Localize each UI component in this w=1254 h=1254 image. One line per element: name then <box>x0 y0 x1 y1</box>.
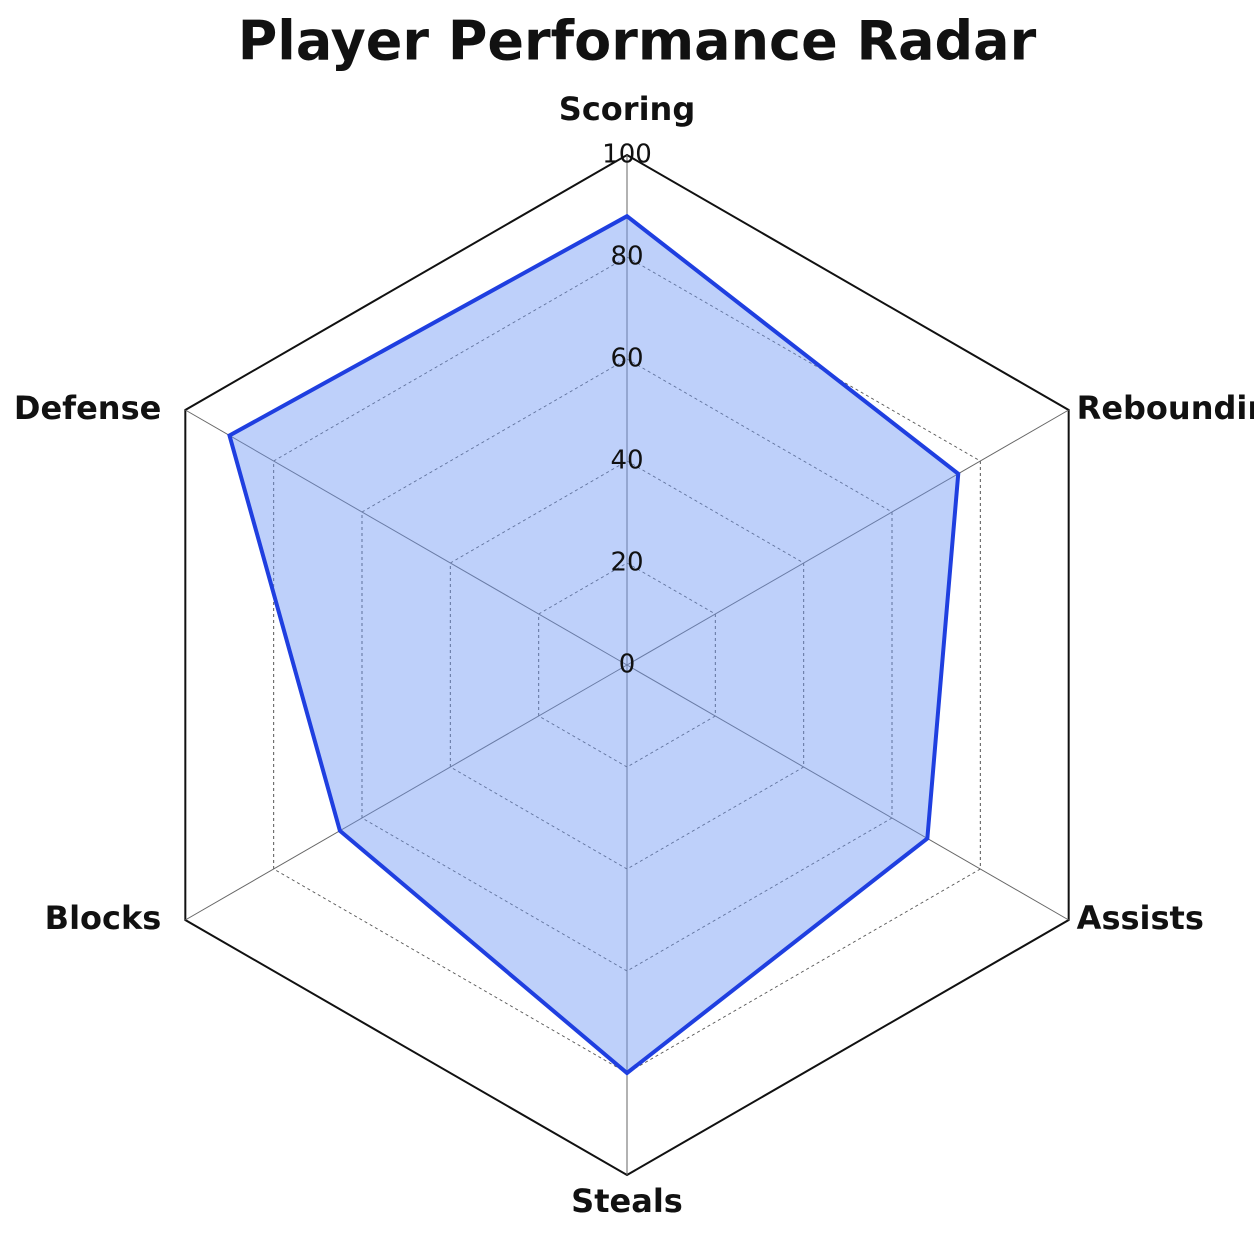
axis-label: Rebounding <box>1077 389 1254 427</box>
radar-area <box>227 213 961 1076</box>
spoke <box>626 664 1069 921</box>
r-tick-label: 0 <box>619 650 636 680</box>
axis-label: Blocks <box>45 899 162 937</box>
axis-label: Steals <box>571 1182 683 1220</box>
r-tick-label: 60 <box>610 344 643 374</box>
chart-title: Player Performance Radar <box>238 10 1037 73</box>
spoke <box>185 664 628 921</box>
spoke <box>185 409 628 666</box>
axis-label: Assists <box>1077 899 1204 937</box>
r-tick-label: 40 <box>610 446 643 476</box>
r-tick-label: 20 <box>610 548 643 578</box>
axis-label: Defense <box>14 389 161 427</box>
axis-label: Scoring <box>559 90 695 128</box>
spoke <box>626 409 1069 666</box>
r-tick-label: 80 <box>610 242 643 272</box>
r-tick-label: 100 <box>602 140 652 170</box>
